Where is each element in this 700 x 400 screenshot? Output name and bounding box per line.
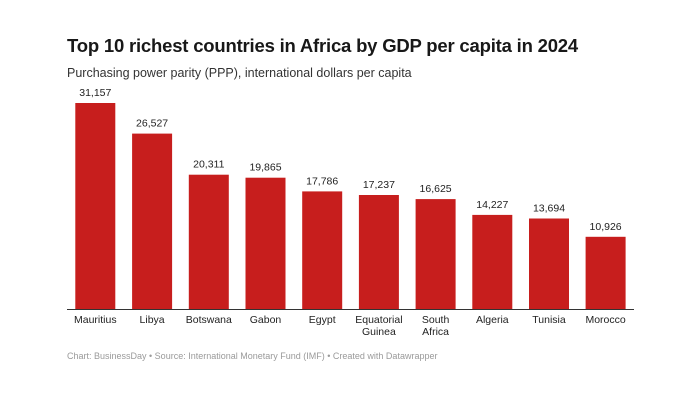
bar: [245, 177, 286, 309]
bar-group: 16,625 South Africa: [415, 183, 456, 338]
bar-group: 20,311 Botswana: [186, 159, 232, 326]
bar-value-label: 16,625: [420, 183, 452, 195]
bar-value-label: 13,694: [533, 203, 565, 215]
bar-value-label: 10,926: [590, 221, 622, 233]
chart-title: Top 10 richest countries in Africa by GD…: [67, 35, 578, 56]
bar-value-label: 17,237: [363, 179, 395, 191]
bar-value-label: 19,865: [249, 162, 281, 174]
x-tick-label: Botswana: [186, 314, 232, 326]
chart-footer: Chart: BusinessDay • Source: Internation…: [67, 351, 438, 361]
bar-group: 19,865 Gabon: [245, 162, 286, 326]
x-tick-label: Egypt: [309, 314, 336, 326]
bar-group: 17,786 Egypt: [302, 175, 343, 326]
bar-group: 10,926 Morocco: [585, 221, 625, 326]
bar-value-label: 14,227: [476, 199, 508, 211]
bar-value-label: 20,311: [193, 159, 224, 171]
bar: [529, 218, 569, 309]
x-tick-label: Libya: [140, 314, 165, 326]
bar: [75, 103, 116, 309]
x-tick-label: South Africa: [422, 314, 450, 338]
x-tick-label: Mauritius: [74, 314, 117, 326]
bar-group: 26,527 Libya: [132, 118, 173, 326]
bar-group: 17,237 Equatorial Guinea: [355, 179, 402, 338]
bar: [132, 133, 173, 309]
x-tick-label: Tunisia: [532, 314, 566, 326]
bar: [188, 174, 229, 309]
bar-value-label: 31,157: [79, 87, 111, 99]
bar: [415, 199, 456, 309]
x-tick-label: Equatorial Guinea: [355, 314, 402, 338]
x-tick-label: Algeria: [476, 314, 509, 326]
bar: [585, 236, 626, 309]
bar: [358, 195, 399, 309]
bar-group: 14,227 Algeria: [472, 199, 513, 326]
bar-value-label: 17,786: [306, 175, 338, 187]
x-tick-label: Gabon: [250, 314, 282, 326]
bar-value-label: 26,527: [136, 118, 168, 130]
bar: [472, 214, 513, 309]
bar-group: 13,694 Tunisia: [529, 203, 569, 326]
chart-subtitle: Purchasing power parity (PPP), internati…: [67, 66, 412, 80]
bar-group: 31,157 Mauritius: [74, 87, 117, 326]
bar: [302, 191, 343, 309]
x-tick-label: Morocco: [585, 314, 625, 326]
bars-layer: 31,157 Mauritius 26,527 Libya 20,311 Botswana…: [74, 87, 626, 338]
